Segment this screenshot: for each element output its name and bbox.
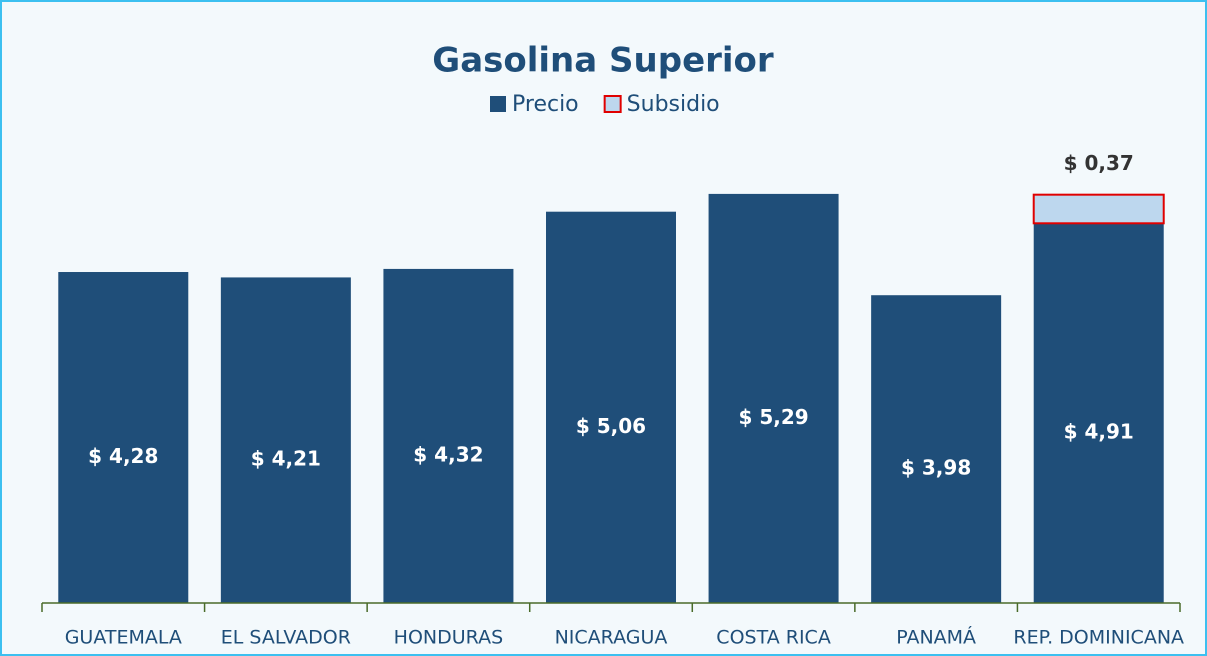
bar [1033,223,1164,603]
x-tick-label: EL SALVADOR [221,627,351,649]
legend-label: Precio [512,92,579,117]
x-tick-label: GUATEMALA [65,627,182,649]
x-tick-label: HONDURAS [394,627,503,649]
bar [58,272,189,603]
x-tick-label: NICARAGUA [555,627,668,649]
bar [546,211,676,603]
x-tick-label: PANAMÁ [896,626,976,649]
bar [220,277,351,603]
value-label: $ 4,91 [1064,420,1134,444]
legend-swatch [603,95,622,113]
legend-swatch [490,96,506,112]
value-label: $ 4,32 [413,442,483,466]
bar [708,193,839,603]
value-label: $ 4,21 [251,447,321,471]
x-tick-label: REP. DOMINICANA [1013,627,1184,649]
bar [871,295,1002,603]
value-label: $ 0,37 [1064,151,1134,175]
legend-label: Subsidio [627,92,720,117]
value-label: $ 5,06 [576,414,646,438]
value-label: $ 4,28 [88,444,158,468]
bar [383,268,514,603]
value-label: $ 3,98 [901,456,971,480]
legend: Precio Subsidio [490,92,720,117]
value-label: $ 5,29 [738,405,808,429]
bar [1032,193,1165,225]
chart-title: Gasolina Superior [432,41,774,81]
x-tick-label: COSTA RICA [716,627,831,649]
